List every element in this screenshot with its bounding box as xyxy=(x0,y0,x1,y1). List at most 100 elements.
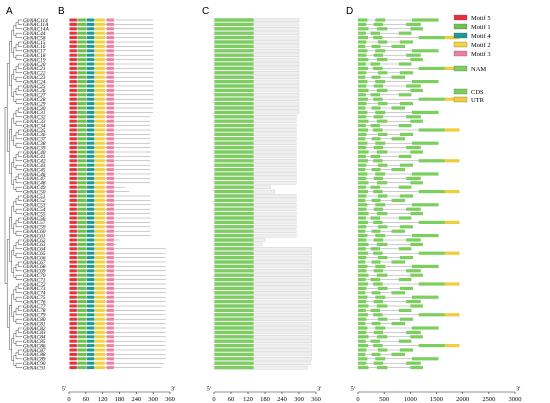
motif4-block xyxy=(86,225,95,229)
motif1-block xyxy=(77,137,87,141)
gene-name: GhNAC24 xyxy=(23,79,46,85)
motif1-block xyxy=(77,31,87,35)
motif3-block xyxy=(106,348,114,352)
motif5-block xyxy=(69,216,77,220)
motif4-block xyxy=(86,242,95,246)
nam-domain xyxy=(214,185,254,189)
nam-domain xyxy=(214,119,254,123)
motif3-block xyxy=(106,203,114,207)
gene-name: GhNAC22 xyxy=(23,71,46,77)
motif3-block xyxy=(106,58,114,62)
motif4-block xyxy=(86,132,95,136)
motif-axis-tick-label: 60 xyxy=(83,396,90,403)
motif3-block xyxy=(106,106,114,110)
motif2-block xyxy=(94,88,105,92)
gene-name: GhNAC88 xyxy=(23,352,46,358)
motif4-block xyxy=(86,150,95,154)
gene-name: GhNAC83 xyxy=(23,330,46,336)
gene-name: GhNAC29 xyxy=(23,101,46,107)
protein-bar xyxy=(213,123,297,128)
motif3-block xyxy=(106,110,114,114)
cds-exon xyxy=(358,326,368,330)
motif2-block xyxy=(94,313,105,317)
cds-exon xyxy=(358,62,366,66)
protein-bar xyxy=(213,330,312,335)
motif4-block xyxy=(86,194,95,198)
cds-exon xyxy=(358,260,366,264)
nam-domain xyxy=(214,229,254,233)
motif5-block xyxy=(69,344,77,348)
nam-domain xyxy=(214,31,254,35)
gene-name: GhNAC30 xyxy=(23,106,46,112)
cds-exon xyxy=(373,220,383,224)
gene-name: GhNAC91 xyxy=(23,365,46,371)
motif2-block xyxy=(94,278,105,282)
nam-domain xyxy=(214,93,254,97)
motif5-block xyxy=(69,150,77,154)
motif2-block xyxy=(94,264,105,268)
gene-name: GhNAC58 xyxy=(23,35,46,41)
gene-name: GhNAC72 xyxy=(23,282,46,288)
motif3-block xyxy=(106,366,114,370)
nam-domain xyxy=(214,238,254,242)
cds-exon xyxy=(411,172,439,176)
cds-exon xyxy=(358,84,367,88)
nam-domain xyxy=(214,269,254,273)
motif4-block xyxy=(86,313,95,317)
cds-exon xyxy=(410,150,423,154)
motif4-block xyxy=(86,119,95,123)
motif5-block xyxy=(69,44,77,48)
protein-bar xyxy=(213,172,297,176)
motif1-block xyxy=(77,181,87,185)
motif5-block xyxy=(69,27,77,31)
nam-domain xyxy=(214,220,254,224)
cds-exon xyxy=(370,247,380,251)
motif3-block xyxy=(106,44,114,48)
nam-domain xyxy=(214,282,254,286)
motif3-block xyxy=(106,260,114,264)
cds-exon xyxy=(358,137,366,141)
nam-domain xyxy=(214,291,254,295)
motif3-block xyxy=(106,335,114,339)
motif3-block xyxy=(106,62,114,66)
motif3-block xyxy=(106,282,114,286)
motif1-block xyxy=(77,348,87,352)
gene-name-list: GhNAC114GhNAC11AGhNAC14AGhNAC44GhNAC58Gh… xyxy=(23,18,49,372)
motif4-block xyxy=(86,102,95,106)
gene-name: GhNAC90 xyxy=(23,361,46,367)
gene-name: GhNAC55 xyxy=(23,211,46,217)
motif5-block xyxy=(69,203,77,207)
protein-bar xyxy=(213,247,312,251)
protein-bar xyxy=(213,71,300,75)
motif1-block xyxy=(77,71,87,75)
protein-bar xyxy=(213,304,312,308)
protein-bar xyxy=(213,88,300,93)
cds-exon xyxy=(399,317,413,321)
cds-exon xyxy=(376,119,388,123)
motif2-block xyxy=(94,119,105,123)
nam-domain xyxy=(214,163,254,167)
protein-bar xyxy=(213,277,312,282)
cds-exon xyxy=(410,88,423,92)
protein-bar xyxy=(213,216,297,220)
motif5-block xyxy=(69,260,77,264)
cds-exon xyxy=(358,317,367,321)
motif2-block xyxy=(94,273,105,277)
motif5-block xyxy=(69,75,77,79)
motif3-block xyxy=(106,308,114,312)
protein-bar xyxy=(213,225,297,229)
cds-exon xyxy=(358,348,367,352)
protein-bar xyxy=(213,154,297,159)
nam-domain xyxy=(214,242,254,246)
motif5-block xyxy=(69,97,77,101)
motif1-block xyxy=(77,256,87,260)
cds-exon xyxy=(377,256,388,260)
cds-exon xyxy=(406,146,421,150)
motif5-block xyxy=(69,339,77,343)
motif1-block xyxy=(77,44,87,48)
motif4-block xyxy=(86,339,95,343)
cds-exon xyxy=(358,273,369,277)
nam-domain xyxy=(214,110,254,114)
cds-exon xyxy=(375,234,386,238)
motif1-block xyxy=(77,238,87,242)
